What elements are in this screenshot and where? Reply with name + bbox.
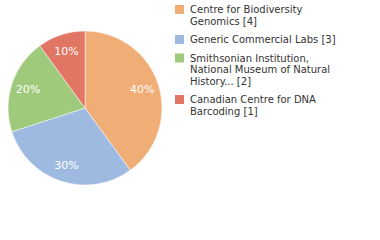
data-label: 10% [54, 45, 78, 58]
legend-label: Generic Commercial Labs [3] [190, 34, 336, 45]
legend-line: Smithsonian Institution, [190, 53, 309, 64]
legend: Centre for BiodiversityGenomics [4] Gener… [175, 4, 336, 117]
legend-line: Canadian Centre for DNA [190, 94, 316, 105]
legend-line: Generic Commercial Labs [3] [190, 34, 336, 45]
legend-line: Centre for Biodiversity [190, 4, 303, 15]
legend-label: Centre for BiodiversityGenomics [4] [190, 4, 303, 27]
legend-line: History... [2] [190, 76, 251, 87]
legend-label: Canadian Centre for DNABarcoding [1] [190, 94, 316, 117]
legend-swatch [175, 35, 184, 44]
pie [8, 31, 162, 185]
data-label: 30% [54, 159, 78, 172]
data-labels: 40% 30% 20% 10% [16, 45, 155, 172]
slice [40, 31, 85, 108]
data-label: 40% [130, 83, 154, 96]
data-label: 20% [16, 83, 40, 96]
legend-line: Genomics [4] [190, 16, 257, 27]
legend-swatch [175, 5, 184, 14]
legend-line: Barcoding [1] [190, 106, 258, 117]
legend-swatch [175, 54, 184, 63]
legend-swatch [175, 95, 184, 104]
legend-label: Smithsonian Institution,National Museum … [190, 53, 330, 87]
chart: 40% 30% 20% 10% Centre for BiodiversityGenom… [0, 0, 380, 240]
legend-line: National Museum of Natural [190, 64, 330, 75]
